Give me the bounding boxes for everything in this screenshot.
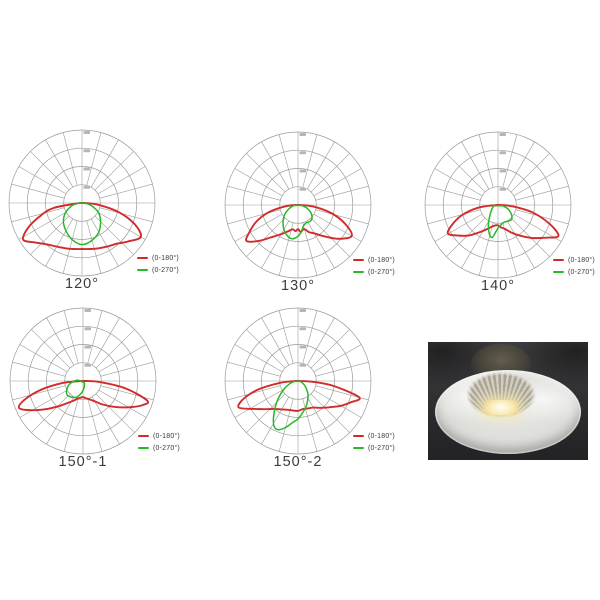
legend-label-0-180: (0-180°) bbox=[153, 432, 180, 440]
legend-label-0-270: (0-270°) bbox=[368, 268, 395, 276]
lens-product-photo bbox=[428, 342, 588, 460]
chart-title-150-2: 150°-2 bbox=[273, 454, 323, 470]
polar-chart-130: (0-180°) (0-270°) 130° bbox=[221, 128, 395, 294]
polar-chart-140: (0-180°) (0-270°) 140° bbox=[421, 128, 595, 294]
legend-label-0-180: (0-180°) bbox=[368, 432, 395, 440]
legend-row: (0-180°) bbox=[353, 430, 395, 442]
legend-140: (0-180°) (0-270°) bbox=[553, 254, 595, 278]
polar-chart-120: (0-180°) (0-270°) 120° bbox=[5, 126, 179, 292]
legend-label-0-270: (0-270°) bbox=[152, 266, 179, 274]
legend-150-1: (0-180°) (0-270°) bbox=[138, 430, 180, 454]
legend-swatch-green bbox=[137, 268, 148, 272]
chart-title-130: 130° bbox=[281, 278, 315, 294]
polar-chart-150-2: (0-180°) (0-270°) 150°-2 bbox=[221, 304, 395, 470]
legend-swatch-red bbox=[553, 258, 564, 262]
polar-plot-130 bbox=[224, 131, 372, 279]
legend-120: (0-180°) (0-270°) bbox=[137, 252, 179, 276]
legend-swatch-green bbox=[138, 446, 149, 450]
legend-label-0-180: (0-180°) bbox=[568, 256, 595, 264]
polar-chart-150-1: (0-180°) (0-270°) 150°-1 bbox=[6, 304, 180, 470]
legend-label-0-180: (0-180°) bbox=[368, 256, 395, 264]
legend-row: (0-180°) bbox=[137, 252, 179, 264]
legend-label-0-270: (0-270°) bbox=[153, 444, 180, 452]
legend-row: (0-270°) bbox=[553, 266, 595, 278]
chart-title-140: 140° bbox=[481, 278, 515, 294]
legend-row: (0-270°) bbox=[353, 266, 395, 278]
led-chip-glow bbox=[484, 400, 518, 415]
legend-label-0-270: (0-270°) bbox=[568, 268, 595, 276]
legend-swatch-red bbox=[353, 434, 364, 438]
chart-title-150-1: 150°-1 bbox=[58, 454, 108, 470]
legend-swatch-green bbox=[353, 270, 364, 274]
legend-130: (0-180°) (0-270°) bbox=[353, 254, 395, 278]
legend-150-2: (0-180°) (0-270°) bbox=[353, 430, 395, 454]
legend-row: (0-270°) bbox=[138, 442, 180, 454]
chart-title-120: 120° bbox=[65, 276, 99, 292]
legend-swatch-green bbox=[353, 446, 364, 450]
legend-swatch-green bbox=[553, 270, 564, 274]
legend-row: (0-270°) bbox=[137, 264, 179, 276]
polar-plot-140 bbox=[424, 131, 572, 279]
legend-row: (0-180°) bbox=[353, 254, 395, 266]
legend-row: (0-180°) bbox=[553, 254, 595, 266]
legend-label-0-180: (0-180°) bbox=[152, 254, 179, 262]
polar-plot-150-2 bbox=[224, 307, 372, 455]
legend-swatch-red bbox=[138, 434, 149, 438]
polar-plot-120 bbox=[8, 129, 156, 277]
legend-row: (0-270°) bbox=[353, 442, 395, 454]
polar-plot-150-1 bbox=[9, 307, 157, 455]
lens-rim-highlight bbox=[435, 370, 581, 454]
legend-row: (0-180°) bbox=[138, 430, 180, 442]
legend-label-0-270: (0-270°) bbox=[368, 444, 395, 452]
legend-swatch-red bbox=[137, 256, 148, 260]
legend-swatch-red bbox=[353, 258, 364, 262]
